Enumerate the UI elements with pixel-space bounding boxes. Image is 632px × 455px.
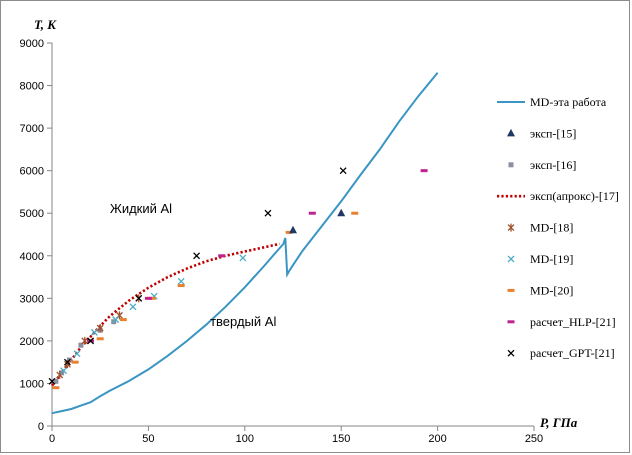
series-line-1 [51, 72, 439, 415]
legend-label: эксп-[15] [530, 126, 576, 140]
annotation-liquid-al: Жидкий Al [110, 201, 172, 216]
data-point-series-6 [73, 350, 81, 358]
legend-swatch [507, 320, 515, 324]
data-point-series-8 [218, 254, 226, 258]
x-tick-label: 0 [49, 433, 55, 445]
y-tick-label: 7000 [20, 123, 44, 135]
y-tick-label: 8000 [20, 81, 44, 93]
data-point-series-9 [264, 209, 272, 217]
data-point-series-6 [239, 254, 247, 262]
legend-swatch [507, 128, 515, 137]
legend-label: расчет_GPT-[21] [530, 346, 615, 360]
data-point-series-9 [63, 358, 71, 366]
x-axis-title: P, ГПа [540, 415, 578, 430]
data-point-series-2 [289, 225, 297, 234]
legend-label: эксп-[16] [530, 158, 576, 172]
data-point-series-8 [308, 211, 316, 215]
data-point-series-5 [81, 336, 89, 345]
x-tick-label: 200 [428, 433, 446, 445]
y-tick-label: 0 [38, 421, 44, 433]
legend: MD-эта работа эксп-[15] эксп-[16] эксп(апро… [497, 95, 619, 360]
annotation-solid-al: твердый Al [210, 314, 276, 329]
data-point-series-9 [135, 294, 143, 302]
data-point-series-7 [96, 337, 104, 341]
data-point-series-7 [285, 230, 293, 234]
data-point-series-7 [148, 296, 156, 300]
x-tick-label: 150 [332, 433, 350, 445]
axes: 0 50 100 150 200 250 0 1000 2000 3000 4000 5000 6000… [20, 38, 544, 445]
data-point-series-7 [177, 284, 185, 288]
y-tick-label: 9000 [20, 38, 44, 50]
data-point-series-7 [351, 211, 359, 215]
data-point-series-3 [53, 378, 59, 384]
data-point-series-6 [60, 367, 68, 375]
legend-swatch [507, 255, 515, 263]
y-tick-label: 4000 [20, 251, 44, 263]
legend-swatch [508, 162, 514, 168]
data-point-series-3 [78, 342, 84, 348]
x-tick-label: 100 [236, 433, 254, 445]
data-point-series-7 [71, 360, 79, 364]
legend-label: MD-[20] [530, 283, 573, 297]
data-point-series-9 [339, 167, 347, 175]
y-tick-label: 3000 [20, 293, 44, 305]
y-tick-label: 2000 [20, 336, 44, 348]
data-point-series-8 [420, 169, 428, 173]
legend-swatch [507, 223, 515, 232]
legend-label: MD-эта работа [530, 95, 607, 109]
data-point-series-9 [48, 377, 56, 385]
series-line-4 [50, 242, 280, 387]
y-tick-label: 1000 [20, 378, 44, 390]
legend-label: MD-[18] [530, 221, 573, 235]
plot-area [48, 72, 439, 415]
y-tick-label: 6000 [20, 166, 44, 178]
legend-label: MD-[19] [530, 252, 573, 266]
data-point-series-8 [144, 296, 152, 300]
data-point-series-7 [52, 386, 60, 390]
legend-label: расчет_HLP-[21] [530, 315, 616, 329]
x-tick-label: 250 [525, 433, 543, 445]
data-point-series-2 [337, 208, 346, 217]
data-point-series-6 [90, 328, 98, 336]
legend-swatch [507, 288, 515, 292]
data-point-series-9 [193, 252, 201, 260]
y-tick-label: 5000 [20, 208, 44, 220]
data-point-series-6 [112, 316, 120, 324]
data-point-series-9 [87, 337, 95, 345]
y-axis-title: T, K [34, 17, 57, 32]
data-point-series-6 [129, 303, 137, 311]
data-point-series-7 [119, 318, 127, 322]
legend-label: эксп(апрокс)-[17] [530, 189, 619, 203]
data-point-series-5 [96, 324, 104, 333]
data-point-series-6 [177, 277, 185, 285]
x-tick-label: 50 [142, 433, 154, 445]
legend-swatch [507, 349, 515, 357]
